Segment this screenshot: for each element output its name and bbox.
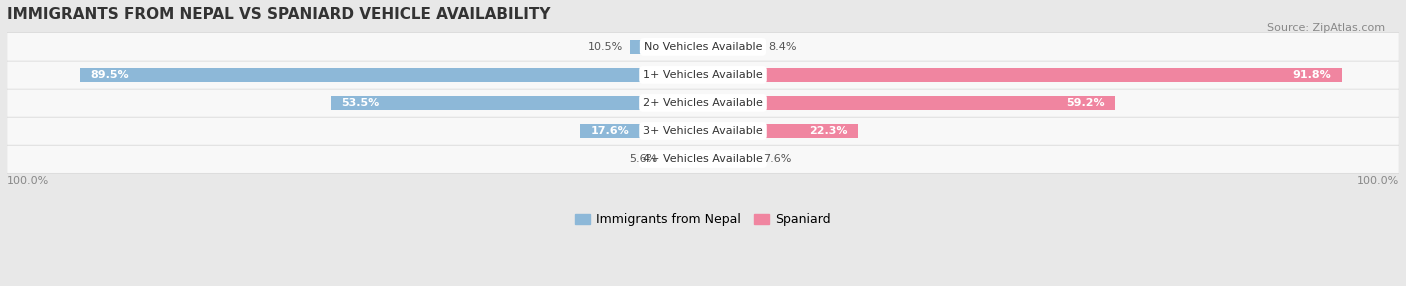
Text: Source: ZipAtlas.com: Source: ZipAtlas.com [1267,23,1385,33]
Bar [703,152,756,166]
FancyBboxPatch shape [7,89,1399,117]
Text: 5.6%: 5.6% [628,154,657,164]
Text: 91.8%: 91.8% [1292,70,1331,80]
Bar [664,152,703,166]
Text: No Vehicles Available: No Vehicles Available [644,42,762,52]
Text: 100.0%: 100.0% [1357,176,1399,186]
FancyBboxPatch shape [7,117,1399,145]
FancyBboxPatch shape [7,33,1399,61]
Text: 1+ Vehicles Available: 1+ Vehicles Available [643,70,763,80]
Bar [330,96,703,110]
Bar [703,124,858,138]
Text: 22.3%: 22.3% [810,126,848,136]
Text: 10.5%: 10.5% [588,42,623,52]
Text: 53.5%: 53.5% [342,98,380,108]
Text: 4+ Vehicles Available: 4+ Vehicles Available [643,154,763,164]
Text: 100.0%: 100.0% [7,176,49,186]
Text: 2+ Vehicles Available: 2+ Vehicles Available [643,98,763,108]
Text: 8.4%: 8.4% [769,42,797,52]
Text: 59.2%: 59.2% [1066,98,1105,108]
Bar [80,67,703,82]
Bar [703,96,1115,110]
Text: 3+ Vehicles Available: 3+ Vehicles Available [643,126,763,136]
Text: 89.5%: 89.5% [90,70,129,80]
Bar [630,39,703,54]
Text: 17.6%: 17.6% [591,126,630,136]
Legend: Immigrants from Nepal, Spaniard: Immigrants from Nepal, Spaniard [571,208,835,231]
Bar [703,39,762,54]
Bar [581,124,703,138]
Text: IMMIGRANTS FROM NEPAL VS SPANIARD VEHICLE AVAILABILITY: IMMIGRANTS FROM NEPAL VS SPANIARD VEHICL… [7,7,550,22]
FancyBboxPatch shape [7,145,1399,173]
Text: 7.6%: 7.6% [763,154,792,164]
FancyBboxPatch shape [7,61,1399,89]
Bar [703,67,1341,82]
